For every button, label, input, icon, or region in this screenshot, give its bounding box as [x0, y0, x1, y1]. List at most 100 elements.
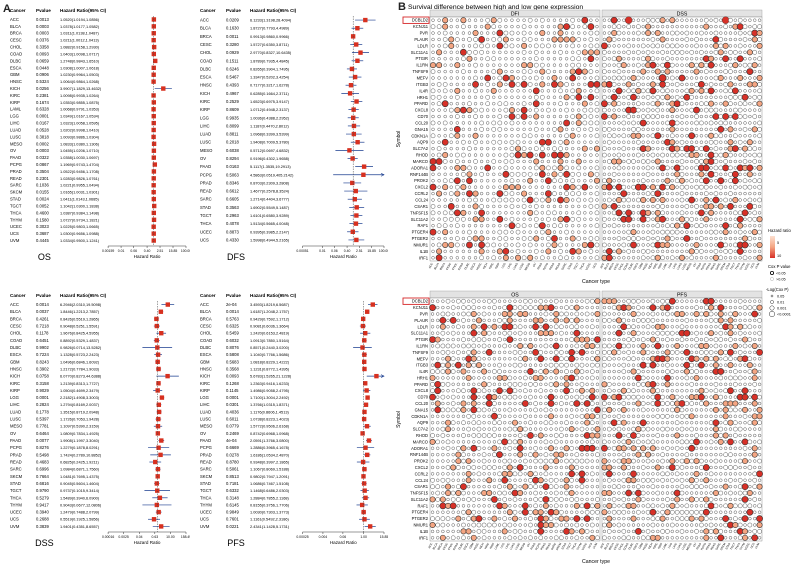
bubble-point: [636, 523, 640, 527]
bubble-point: [742, 127, 748, 132]
bubble-point: [631, 363, 636, 367]
x-tick-label: MESO: [685, 261, 693, 271]
bubble-point: [651, 95, 655, 99]
bubble-point: [559, 299, 563, 303]
hr-ci-label: 1.0403(1.0098,1.0717): [60, 52, 100, 56]
bubble-point: [590, 459, 594, 463]
bubble-point: [570, 312, 574, 316]
bubble-point: [510, 57, 514, 61]
bubble-point: [645, 172, 651, 177]
pvalue-label: 0.2018: [226, 140, 239, 145]
bubble-point: [660, 159, 665, 164]
bubble-point: [477, 414, 481, 418]
bubble-point: [607, 325, 611, 329]
bubble-point: [559, 421, 563, 425]
bubble-point: [630, 106, 637, 114]
bubble-point: [570, 510, 574, 514]
bubble-point: [539, 472, 543, 476]
bubble-point: [534, 25, 538, 29]
bubble-point: [506, 483, 513, 490]
bubble-point: [611, 113, 618, 120]
bubble-point: [532, 317, 539, 324]
bubble-point: [641, 395, 645, 399]
bubble-point: [627, 497, 631, 502]
bubble-point: [553, 311, 560, 317]
bubble-point: [564, 305, 569, 310]
bubble-point: [467, 44, 472, 48]
bubble-point: [446, 325, 450, 329]
bubble-point: [650, 152, 656, 158]
bubble-point: [636, 179, 640, 183]
hr-ci-label: 1.2172(0.7784,1.9033): [60, 367, 100, 371]
bubble-point: [649, 81, 656, 88]
bubble-point: [650, 114, 656, 119]
bubble-point: [602, 159, 607, 164]
bubble-point: [728, 134, 733, 138]
bubble-point: [539, 421, 543, 425]
cancer-label: UVM: [200, 524, 210, 529]
bubble-point: [743, 76, 747, 80]
bubble-point: [528, 31, 532, 35]
bubble-point: [612, 401, 616, 406]
bubble-point: [453, 177, 461, 185]
hr-point: [155, 466, 161, 472]
bubble-point: [569, 414, 574, 419]
bubble-point: [617, 357, 621, 361]
bubble-point: [617, 134, 621, 138]
bubble-point: [736, 23, 744, 31]
bubble-point: [523, 472, 527, 476]
pvalue-label: 0.6605: [226, 197, 239, 202]
bubble-point: [612, 185, 616, 189]
bubble-point: [479, 134, 484, 138]
bubble-point: [533, 427, 538, 431]
bubble-point: [737, 222, 744, 229]
bubble-point: [451, 510, 455, 514]
hr-ci-label: 1.0882(0.9158,1.2930): [60, 46, 100, 50]
hr-ci-label: 0.9081(0.6036,1.3664): [250, 325, 290, 329]
bubble-point: [461, 376, 466, 380]
bubble-point: [656, 363, 660, 367]
bubble-point: [694, 37, 699, 42]
cancer-label: KIRP: [10, 388, 20, 393]
bubble-point: [631, 31, 636, 35]
bubble-point: [704, 230, 708, 234]
pvalue-label: 0.0077: [36, 438, 49, 443]
bubble-point: [690, 82, 694, 87]
bubble-point: [564, 57, 569, 61]
bubble-point: [492, 63, 496, 67]
gene-label: PTGIR: [415, 56, 428, 61]
bubble-point: [656, 318, 660, 322]
bubble-point: [553, 362, 559, 368]
pvalue-label: 0.3568: [226, 366, 239, 371]
bubble-point: [728, 17, 733, 23]
x-tick-label: BRCA: [608, 542, 615, 551]
pvalue-label: 0.0003: [36, 148, 49, 153]
bubble-point: [752, 114, 757, 119]
bubble-point: [545, 229, 552, 236]
bubble-point: [496, 68, 503, 75]
bubble-point: [584, 529, 590, 534]
bubble-point: [589, 76, 593, 80]
bubble-point: [479, 147, 484, 151]
bubble-point: [516, 102, 520, 106]
bubble-point: [477, 299, 481, 303]
bubble-point: [445, 311, 451, 317]
bubble-point: [655, 414, 661, 419]
bubble-point: [527, 368, 534, 375]
x-tick-label: 0.00159: [102, 249, 114, 253]
bubble-point: [551, 75, 558, 81]
bubble-point: [528, 298, 533, 304]
bubble-point: [594, 255, 600, 261]
bubble-point: [430, 382, 435, 387]
bubble-point: [461, 465, 466, 470]
bubble-point: [626, 88, 631, 94]
bubble-point: [612, 256, 616, 260]
bubble-point: [518, 408, 522, 412]
cancer-label: BLCA: [10, 24, 21, 29]
bubble-point: [455, 236, 460, 241]
bubble-point: [654, 132, 662, 140]
bubble-point: [507, 458, 513, 464]
bubble-point: [523, 337, 527, 342]
bubble-point: [575, 491, 579, 495]
bubble-point: [512, 350, 518, 355]
